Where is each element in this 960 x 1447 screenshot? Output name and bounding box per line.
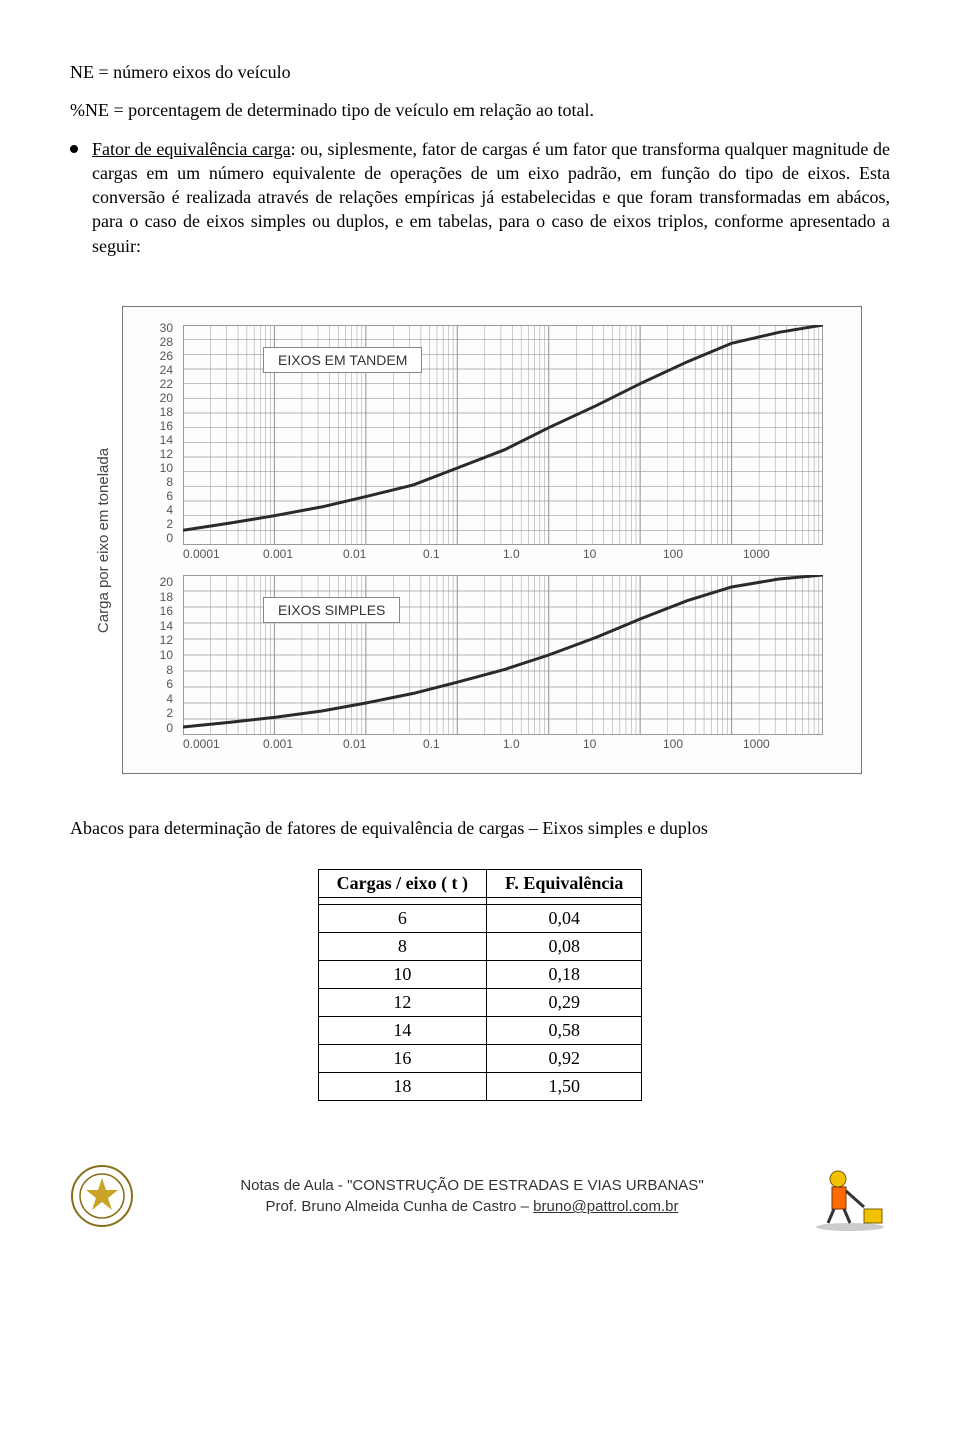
ytick-label: 4 [133,692,173,706]
ytick-label: 12 [133,447,173,461]
chart-title-simples: EIXOS SIMPLES [263,597,400,623]
xtick-label: 100 [663,547,743,561]
table-cell: 14 [318,1017,486,1045]
footer-line1-c: " [698,1177,703,1194]
xtick-label: 0.0001 [183,737,263,751]
bullet-lead: Fator de equivalência carga [92,139,291,159]
page-footer: Notas de Aula - "CONSTRUÇÃO DE ESTRADAS … [70,1161,890,1231]
xtick-label: 0.001 [263,737,343,751]
xtick-label: 1.0 [503,737,583,751]
ytick-label: 26 [133,349,173,363]
table-cell: 0,29 [487,989,642,1017]
bullet-text: Fator de equivalência carga: ou, siplesm… [92,137,890,258]
table-header: F. Equivalência [487,870,642,898]
definition-ne: NE = número eixos do veículo [70,60,890,84]
table-cell: 6 [318,905,486,933]
ytick-label: 0 [133,531,173,545]
ytick-label: 18 [133,590,173,604]
ytick-label: 14 [133,619,173,633]
table-cell: 0,58 [487,1017,642,1045]
chart-caption: Abacos para determinação de fatores de e… [70,818,890,839]
ytick-label: 2 [133,706,173,720]
ytick-label: 0 [133,721,173,735]
table-cell: 1,50 [487,1073,642,1101]
chart-frame: 024681012141618202224262830 EIXOS EM TAN… [122,306,862,774]
table-row: 181,50 [318,1073,642,1101]
xtick-label: 0.001 [263,547,343,561]
chart-ylabel: Carga por eixo em tonelada [96,448,113,633]
table-cell: 0,18 [487,961,642,989]
xtick-label: 10 [583,547,663,561]
ytick-label: 8 [133,663,173,677]
ytick-label: 20 [133,391,173,405]
footer-text: Notas de Aula - "CONSTRUÇÃO DE ESTRADAS … [134,1175,810,1217]
chart-title-tandem: EIXOS EM TANDEM [263,347,422,373]
worker-icon [810,1161,890,1231]
ytick-label: 20 [133,575,173,589]
definition-pct-ne: %NE = porcentagem de determinado tipo de… [70,98,890,122]
table-cell: 16 [318,1045,486,1073]
ytick-label: 16 [133,419,173,433]
table-row: 100,18 [318,961,642,989]
bullet-fator-equivalencia: Fator de equivalência carga: ou, siplesm… [70,137,890,258]
chart-tandem: 024681012141618202224262830 EIXOS EM TAN… [183,325,843,561]
ytick-label: 16 [133,604,173,618]
footer-email: bruno@pattrol.com.br [533,1198,678,1215]
ytick-label: 4 [133,503,173,517]
ytick-label: 8 [133,475,173,489]
table-row: 160,92 [318,1045,642,1073]
ytick-label: 22 [133,377,173,391]
table-cell: 10 [318,961,486,989]
footer-line1-b: CONSTRUÇÃO DE ESTRADAS E VIAS URBANAS [352,1177,698,1194]
table-row: 120,29 [318,989,642,1017]
footer-line2-a: Prof. Bruno Almeida Cunha de Castro – [266,1198,534,1215]
table-row: 80,08 [318,933,642,961]
ytick-label: 18 [133,405,173,419]
xtick-label: 1.0 [503,547,583,561]
xtick-label: 0.1 [423,547,503,561]
xtick-label: 0.01 [343,547,423,561]
table-cell: 0,92 [487,1045,642,1073]
abacus-charts: Carga por eixo em tonelada 0246810121416… [90,298,870,782]
xtick-label: 0.0001 [183,547,263,561]
table-row: 140,58 [318,1017,642,1045]
table-header-row: Cargas / eixo ( t ) F. Equivalência [318,870,642,898]
table-cell: 0,04 [487,905,642,933]
xtick-label: 100 [663,737,743,751]
ytick-label: 10 [133,648,173,662]
ytick-label: 6 [133,489,173,503]
ytick-label: 14 [133,433,173,447]
xtick-label: 0.1 [423,737,503,751]
xtick-label: 10 [583,737,663,751]
ytick-label: 12 [133,633,173,647]
table-header: Cargas / eixo ( t ) [318,870,486,898]
university-seal-icon [70,1164,134,1228]
table-row: 60,04 [318,905,642,933]
table-cell: 8 [318,933,486,961]
ytick-label: 6 [133,677,173,691]
ytick-label: 24 [133,363,173,377]
ytick-label: 10 [133,461,173,475]
table-cell: 0,08 [487,933,642,961]
xtick-label: 1000 [743,547,823,561]
ytick-label: 28 [133,335,173,349]
table-cell: 18 [318,1073,486,1101]
table-cell: 12 [318,989,486,1017]
xtick-label: 0.01 [343,737,423,751]
ytick-label: 30 [133,321,173,335]
equivalence-table: Cargas / eixo ( t ) F. Equivalência 60,0… [318,869,643,1101]
footer-line1-a: Notas de Aula - " [240,1177,352,1194]
bullet-icon [70,145,78,153]
xtick-label: 1000 [743,737,823,751]
chart-simples: 02468101214161820 EIXOS SIMPLES 0.00010.… [183,575,843,751]
ytick-label: 2 [133,517,173,531]
